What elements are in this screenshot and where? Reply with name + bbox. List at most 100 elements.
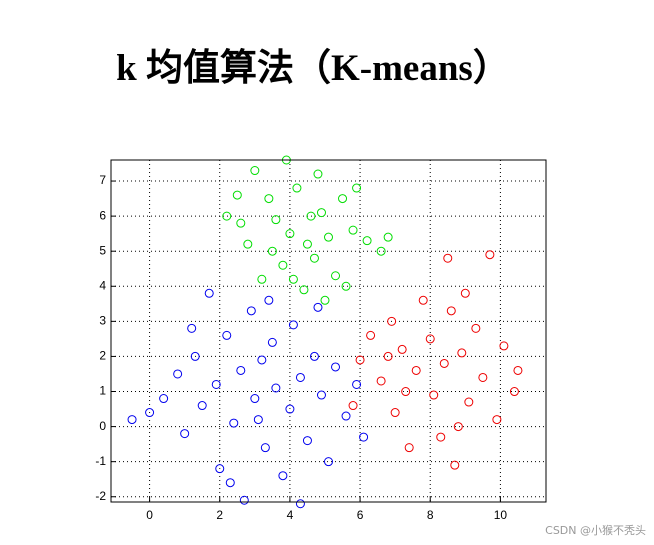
point	[513, 365, 523, 375]
point	[443, 253, 453, 263]
point	[260, 443, 270, 453]
y-tick-label: 6	[99, 208, 106, 222]
point	[355, 355, 365, 365]
point	[313, 302, 323, 312]
x-tick-label: 6	[357, 508, 364, 522]
point	[145, 408, 155, 418]
point	[390, 408, 400, 418]
point	[190, 351, 200, 361]
point	[316, 208, 326, 218]
y-tick-label: 0	[99, 419, 106, 433]
point	[425, 334, 435, 344]
point	[278, 471, 288, 481]
point	[352, 183, 362, 193]
point	[341, 411, 351, 421]
point	[341, 281, 351, 291]
point	[436, 432, 446, 442]
point	[411, 365, 421, 375]
point	[401, 387, 411, 397]
point	[316, 390, 326, 400]
point	[288, 320, 298, 330]
x-tick-label: 2	[216, 508, 223, 522]
point	[236, 218, 246, 228]
y-tick-label: -1	[95, 454, 106, 468]
point	[187, 323, 197, 333]
point	[173, 369, 183, 379]
point	[492, 415, 502, 425]
point	[232, 190, 242, 200]
point	[229, 418, 239, 428]
point	[267, 337, 277, 347]
point	[257, 274, 267, 284]
point	[250, 166, 260, 176]
point	[457, 348, 467, 358]
point	[429, 390, 439, 400]
point	[295, 372, 305, 382]
point	[211, 379, 221, 389]
x-tick-label: 4	[287, 508, 294, 522]
point	[509, 387, 519, 397]
point	[250, 394, 260, 404]
point	[302, 239, 312, 249]
point	[271, 383, 281, 393]
point	[257, 355, 267, 365]
chart-title: k 均值算法（K-means）	[116, 47, 510, 89]
point	[236, 365, 246, 375]
point	[471, 323, 481, 333]
point	[460, 288, 470, 298]
x-tick-label: 0	[146, 508, 153, 522]
point	[306, 211, 316, 221]
point	[348, 225, 358, 235]
point	[383, 351, 393, 361]
point	[418, 295, 428, 305]
point	[285, 404, 295, 414]
point	[376, 376, 386, 386]
point	[309, 253, 319, 263]
plot-area: 0 2 4 6 8 10 -2 -1 0 1 2 3 4 5 6 7	[95, 155, 546, 522]
axes-frame	[110, 159, 547, 503]
watermark: CSDN @小猴不秃头	[545, 523, 646, 537]
point	[362, 236, 372, 246]
point	[243, 239, 253, 249]
point	[288, 274, 298, 284]
point	[499, 341, 509, 351]
point	[204, 288, 214, 298]
point	[197, 401, 207, 411]
point	[404, 443, 414, 453]
point	[278, 260, 288, 270]
point	[464, 397, 474, 407]
point	[299, 285, 309, 295]
y-tick-label: 3	[99, 314, 106, 328]
point	[352, 379, 362, 389]
point	[253, 415, 263, 425]
y-tick-label: 7	[99, 173, 106, 187]
point	[485, 250, 495, 260]
x-tick-label: 10	[494, 508, 508, 522]
point	[331, 362, 341, 372]
point	[309, 351, 319, 361]
point	[215, 464, 225, 474]
point	[159, 394, 169, 404]
y-tick-label: 1	[99, 384, 106, 398]
point	[264, 295, 274, 305]
point	[446, 306, 456, 316]
point	[338, 194, 348, 204]
point	[313, 169, 323, 179]
y-tick-label: 2	[99, 349, 106, 363]
point	[292, 183, 302, 193]
point	[478, 372, 488, 382]
point	[239, 495, 249, 505]
y-tick-label: 4	[99, 278, 106, 292]
point	[285, 229, 295, 239]
point	[383, 232, 393, 242]
point	[331, 271, 341, 281]
point	[397, 344, 407, 354]
point	[267, 246, 277, 256]
point	[302, 436, 312, 446]
point	[387, 316, 397, 326]
point	[366, 330, 376, 340]
point	[225, 478, 235, 488]
x-tick-label: 8	[427, 508, 434, 522]
point	[348, 401, 358, 411]
